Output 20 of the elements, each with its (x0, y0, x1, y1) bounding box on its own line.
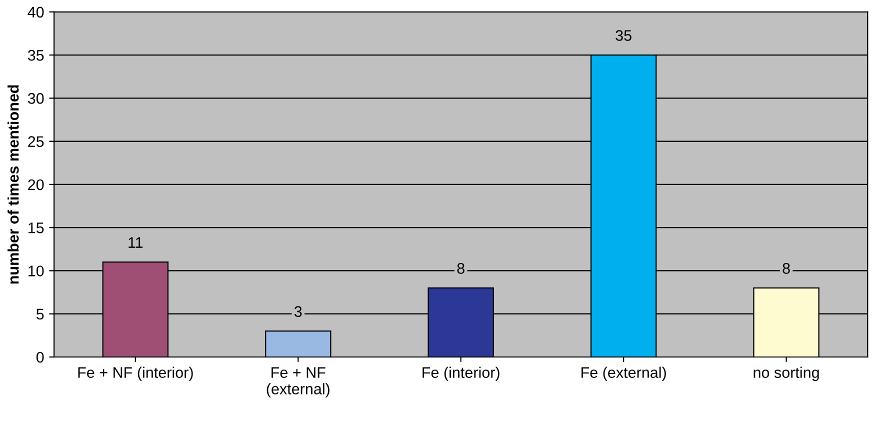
y-tick-label: 25 (28, 136, 44, 147)
x-tick-label: Fe (interior) (422, 366, 500, 381)
data-label: 35 (616, 30, 632, 41)
y-tick-label: 35 (28, 50, 44, 61)
y-tick-label: 40 (28, 6, 44, 18)
y-tick-label: 20 (28, 179, 44, 190)
data-label: 3 (294, 306, 302, 317)
y-axis-title: number of times mentioned (8, 85, 19, 284)
y-tick-label: 5 (36, 308, 44, 320)
x-tick-label: Fe + NF (external) (266, 367, 330, 398)
x-tick-label: Fe + NF (interior) (78, 366, 193, 381)
y-tick-label: 0 (36, 352, 44, 363)
data-label: 8 (457, 263, 464, 274)
y-tick-label: 10 (28, 266, 44, 276)
y-tick-label: 30 (28, 93, 44, 104)
data-label: 11 (128, 237, 143, 248)
y-tick-label: 15 (28, 222, 44, 234)
data-label: 8 (782, 263, 790, 274)
x-tick-label: no sorting (754, 366, 819, 381)
x-tick-label: Fe (external) (582, 366, 666, 381)
